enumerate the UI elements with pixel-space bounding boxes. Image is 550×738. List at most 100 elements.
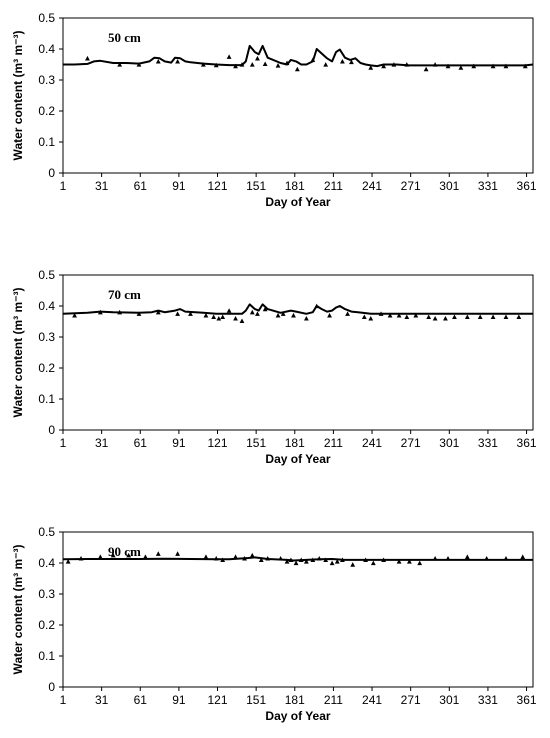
observed-point xyxy=(255,55,260,61)
observed-point xyxy=(404,314,410,320)
y-tick-label: 0.3 xyxy=(38,587,55,601)
y-tick-label: 0 xyxy=(48,680,55,694)
observed-point xyxy=(477,314,483,320)
observed-point xyxy=(490,314,496,320)
x-tick-label: 31 xyxy=(95,693,109,707)
x-tick-label: 121 xyxy=(208,179,228,193)
observed-point xyxy=(239,318,245,324)
observed-point xyxy=(226,308,232,313)
observed-point xyxy=(255,311,260,316)
observed-point xyxy=(203,312,209,318)
observed-point xyxy=(303,559,309,564)
observed-point xyxy=(323,62,329,67)
observed-point xyxy=(136,311,142,316)
observed-point xyxy=(396,312,402,318)
observed-point xyxy=(294,66,300,72)
observed-point xyxy=(303,316,309,321)
observed-point xyxy=(522,63,528,69)
x-tick-label: 91 xyxy=(172,693,186,707)
x-tick-label: 61 xyxy=(134,436,148,450)
y-tick-label: 0.2 xyxy=(38,618,55,632)
observed-point xyxy=(284,559,290,564)
observed-point xyxy=(275,63,281,68)
y-tick-label: 0.1 xyxy=(38,135,55,149)
observed-point xyxy=(155,59,161,64)
y-tick-label: 0.3 xyxy=(38,73,55,87)
observed-point xyxy=(520,554,526,559)
x-tick-label: 361 xyxy=(517,179,537,193)
observed-point xyxy=(396,559,402,564)
observed-point xyxy=(381,63,387,69)
x-axis-label: Day of Year xyxy=(265,452,330,466)
x-tick-label: 271 xyxy=(401,179,421,193)
x-tick-label: 361 xyxy=(517,436,537,450)
y-tick-label: 0.4 xyxy=(38,42,55,56)
x-tick-label: 301 xyxy=(439,179,459,193)
observed-point xyxy=(242,555,247,561)
observed-point xyxy=(316,555,322,561)
observed-point xyxy=(323,557,329,563)
observed-point xyxy=(220,557,226,563)
x-tick-label: 91 xyxy=(172,436,186,450)
observed-point xyxy=(249,552,255,558)
x-tick-label: 331 xyxy=(478,436,498,450)
plot-frame xyxy=(62,531,534,688)
x-tick-label: 151 xyxy=(246,693,266,707)
observed-point xyxy=(65,559,71,564)
x-tick-label: 331 xyxy=(478,693,498,707)
x-tick-label: 301 xyxy=(439,693,459,707)
observed-point xyxy=(490,63,496,69)
observed-point xyxy=(349,59,354,65)
x-tick-label: 31 xyxy=(95,179,109,193)
observed-point xyxy=(484,555,490,561)
observed-point xyxy=(464,554,470,559)
observed-point xyxy=(213,555,219,561)
x-tick-label: 361 xyxy=(517,693,537,707)
chart-panel-3: 0 0.1 0.2 0.3 0.4 0.5 1 31 61 91 121 151 181 211 241 27… xyxy=(11,525,537,723)
x-tick-label: 91 xyxy=(172,179,186,193)
observed-point xyxy=(445,63,451,69)
observed-point xyxy=(216,316,222,321)
plot-frame xyxy=(62,17,534,174)
observed-point xyxy=(97,554,103,559)
x-tick-label: 271 xyxy=(401,436,421,450)
x-axis-label: Day of Year xyxy=(265,195,330,209)
x-tick-label: 151 xyxy=(246,179,266,193)
observed-point xyxy=(239,62,245,67)
observed-point xyxy=(78,555,84,561)
observed-point xyxy=(327,312,332,318)
observed-point xyxy=(471,63,477,69)
x-tick-label: 271 xyxy=(401,693,421,707)
chart-panel-1: 0 0.1 0.2 0.3 0.4 0.5 1 31 61 91 121 151 181 211 241 27… xyxy=(11,11,537,209)
x-tick-label: 121 xyxy=(208,436,228,450)
x-tick-label: 31 xyxy=(95,436,109,450)
observed-point xyxy=(426,314,432,320)
x-tick-label: 331 xyxy=(478,179,498,193)
simulated-line xyxy=(62,556,533,562)
observed-point xyxy=(391,62,397,67)
x-tick-label: 211 xyxy=(324,693,343,707)
y-tick-label: 0.2 xyxy=(38,104,55,118)
observed-point xyxy=(516,314,522,320)
observed-point xyxy=(334,559,340,564)
x-tick-label: 181 xyxy=(285,436,305,450)
observed-point xyxy=(345,311,350,316)
observed-point xyxy=(310,557,316,563)
observed-point xyxy=(503,555,509,561)
y-tick-label: 0.1 xyxy=(38,392,55,406)
observed-point xyxy=(293,560,299,566)
observed-point xyxy=(280,311,286,316)
observed-point xyxy=(155,551,161,556)
x-tick-label: 61 xyxy=(134,693,148,707)
y-tick-label: 0.2 xyxy=(38,361,55,375)
y-tick-label: 0.4 xyxy=(38,299,55,313)
observed-point xyxy=(291,312,296,318)
observed-point xyxy=(413,312,419,318)
observed-point xyxy=(378,311,384,316)
observed-point xyxy=(340,557,345,563)
plot-frame xyxy=(62,274,534,431)
observed-point xyxy=(226,54,232,59)
observed-point xyxy=(288,557,294,563)
observed-point xyxy=(503,314,509,320)
observed-point xyxy=(432,555,438,561)
